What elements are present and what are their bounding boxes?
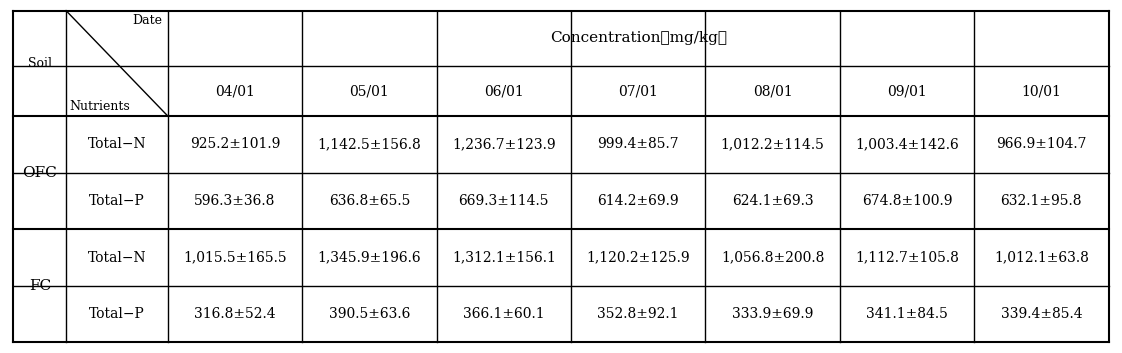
Text: Concentration（mg/kg）: Concentration（mg/kg） [550, 31, 727, 46]
Text: Date: Date [132, 14, 163, 27]
Text: 1,056.8±200.8: 1,056.8±200.8 [721, 251, 825, 264]
Text: Total−P: Total−P [89, 194, 145, 208]
Text: 674.8±100.9: 674.8±100.9 [862, 194, 953, 208]
Text: 10/01: 10/01 [1021, 84, 1061, 98]
Text: FC: FC [29, 279, 50, 293]
Text: 316.8±52.4: 316.8±52.4 [194, 307, 276, 321]
Text: Nutrients: Nutrients [70, 100, 130, 113]
Text: 1,012.2±114.5: 1,012.2±114.5 [720, 137, 825, 151]
Text: 1,312.1±156.1: 1,312.1±156.1 [452, 251, 555, 264]
Text: 1,112.7±105.8: 1,112.7±105.8 [855, 251, 959, 264]
Text: 624.1±69.3: 624.1±69.3 [732, 194, 813, 208]
Text: 1,012.1±63.8: 1,012.1±63.8 [994, 251, 1088, 264]
Text: 333.9±69.9: 333.9±69.9 [732, 307, 813, 321]
Text: 614.2±69.9: 614.2±69.9 [597, 194, 679, 208]
Text: 966.9±104.7: 966.9±104.7 [996, 137, 1086, 151]
Text: 1,236.7±123.9: 1,236.7±123.9 [452, 137, 555, 151]
Text: 04/01: 04/01 [215, 84, 255, 98]
Text: Soil: Soil [28, 57, 52, 70]
Text: Total−N: Total−N [88, 251, 146, 264]
Text: 1,015.5±165.5: 1,015.5±165.5 [183, 251, 287, 264]
Text: OFC: OFC [22, 166, 57, 180]
Text: 1,120.2±125.9: 1,120.2±125.9 [587, 251, 690, 264]
Text: 07/01: 07/01 [618, 84, 659, 98]
Text: Total−N: Total−N [88, 137, 146, 151]
Text: 05/01: 05/01 [350, 84, 389, 98]
Text: 390.5±63.6: 390.5±63.6 [329, 307, 411, 321]
Text: 1,142.5±156.8: 1,142.5±156.8 [318, 137, 422, 151]
Text: 999.4±85.7: 999.4±85.7 [597, 137, 679, 151]
Text: 09/01: 09/01 [888, 84, 927, 98]
Text: 636.8±65.5: 636.8±65.5 [329, 194, 411, 208]
Text: 08/01: 08/01 [753, 84, 792, 98]
Text: 1,345.9±196.6: 1,345.9±196.6 [318, 251, 421, 264]
Text: 06/01: 06/01 [484, 84, 524, 98]
Text: 596.3±36.8: 596.3±36.8 [194, 194, 276, 208]
Text: 1,003.4±142.6: 1,003.4±142.6 [855, 137, 959, 151]
Text: 925.2±101.9: 925.2±101.9 [190, 137, 280, 151]
Text: 632.1±95.8: 632.1±95.8 [1001, 194, 1082, 208]
Text: 339.4±85.4: 339.4±85.4 [1001, 307, 1082, 321]
Text: 669.3±114.5: 669.3±114.5 [459, 194, 549, 208]
Text: 341.1±84.5: 341.1±84.5 [866, 307, 948, 321]
Text: Total−P: Total−P [89, 307, 145, 321]
Text: 366.1±60.1: 366.1±60.1 [463, 307, 544, 321]
Text: 352.8±92.1: 352.8±92.1 [597, 307, 679, 321]
